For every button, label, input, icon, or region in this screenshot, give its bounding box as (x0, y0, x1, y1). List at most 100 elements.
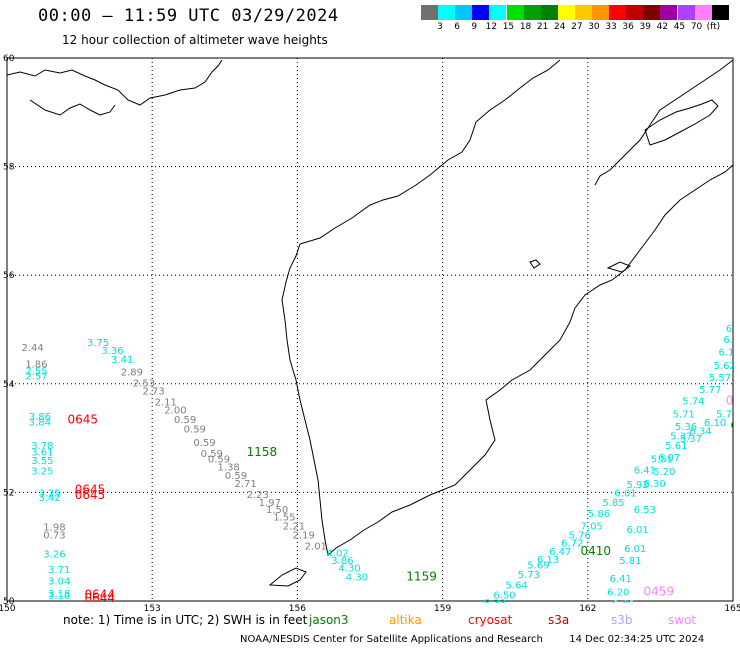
swh-value-cyan: 3.36 (101, 346, 123, 357)
swh-value-cyan: 5.73 (518, 570, 540, 581)
swh-value-cyan: 5.36 (675, 422, 697, 433)
swh-value-cyan: 6.41 (610, 574, 632, 585)
swh-value-cyan: 5.74 (682, 396, 704, 407)
swh-value-grey: 1.97 (259, 498, 281, 509)
pass-time-green: 1158 (247, 445, 278, 459)
footer-credit: NOAA/NESDIS Center for Satellite Applica… (240, 634, 543, 645)
small-island-2 (606, 261, 632, 273)
swh-value-cyan: 3.18 (48, 589, 70, 600)
legend-swatch (438, 5, 456, 20)
legend-swatch (626, 5, 644, 20)
swh-value-grey: 0.59 (201, 449, 223, 460)
pass-time-red: 0644 (84, 587, 115, 601)
swh-value-cyan: 3.26 (43, 550, 65, 561)
satellite-jason3: jason3 (309, 613, 349, 627)
map-frame (6, 57, 734, 602)
swh-value-cyan: 5.76 (568, 531, 590, 542)
lat-tick-label: 54 (3, 380, 15, 390)
swh-value-cyan: 3.84 (29, 418, 51, 429)
swh-value-cyan: 6.5 (726, 324, 740, 335)
graticule (7, 58, 733, 601)
legend-unit: (ft) (706, 22, 721, 32)
legend-label: 21 (536, 22, 549, 32)
legend-swatch (489, 5, 507, 20)
legend-label: 70 (690, 22, 703, 32)
lon-tick-label: 159 (434, 604, 451, 614)
swh-value-cyan: 5.69 (527, 560, 549, 571)
swh-value-grey: 2.11 (155, 398, 177, 409)
coastline (6, 59, 734, 587)
swh-value-grey: 2.00 (164, 406, 186, 417)
lon-tick-label: 165 (724, 604, 740, 614)
swh-value-grey: 2.01 (305, 541, 327, 552)
legend-swatch (677, 5, 695, 20)
lat-tick-label: 56 (3, 271, 15, 281)
swh-value-cyan: 5.33 (484, 598, 506, 609)
swh-value-grey: 0.59 (184, 425, 206, 436)
longitude-labels: 150 153 156 159 162 165 (0, 604, 740, 614)
swh-value-cyan: 6.01 (624, 544, 646, 555)
swh-value-cyan: 5.57 (709, 373, 731, 384)
footer-timestamp: 14 Dec 02:34:25 UTC 2024 (569, 634, 705, 645)
kuril-island (268, 567, 307, 587)
altimeter-values: 2.441.862.892.532.732.112.000.590.590.59… (22, 324, 740, 618)
swh-value-grey: 2.21 (283, 521, 305, 532)
lat-tick-label: 50 (3, 597, 15, 607)
swh-value-grey: 2.89 (121, 368, 143, 379)
kamchatka-coast (281, 59, 734, 556)
satellite-swot: swot (668, 613, 697, 627)
swh-value-cyan: 5.81 (619, 556, 641, 567)
legend-swatch (592, 5, 609, 20)
okhotsk-inlet (29, 99, 116, 116)
swh-value-grey: 2.71 (234, 479, 256, 490)
swh-value-cyan: 6.30 (643, 479, 665, 490)
legend-swatch (694, 5, 712, 20)
pass-time-green: 0409 (513, 604, 544, 618)
swh-value-cyan: 5.86 (588, 509, 610, 520)
swh-value-cyan: 3.61 (31, 447, 53, 458)
swh-value-grey: 0.59 (174, 415, 196, 426)
legend-swatch (711, 5, 729, 20)
legend-swatch (643, 5, 661, 20)
legend-swatch (574, 5, 592, 20)
pass-time-green: Q4 (731, 418, 740, 432)
swh-value-cyan: 3.86 (29, 412, 51, 423)
swh-value-cyan: 6.53 (634, 505, 656, 516)
lat-tick-label: 58 (3, 163, 15, 173)
legend-label: 12 (485, 22, 498, 32)
swh-value-cyan: 6.5 (723, 335, 739, 346)
swh-value-cyan: 5.37 (680, 434, 702, 445)
pass-time-green: 1159 (406, 569, 437, 583)
swh-value-cyan: 3.41 (111, 355, 133, 366)
pass-time-red: 0645 (75, 488, 106, 502)
swh-value-cyan: 2.57 (25, 371, 47, 382)
satellite-s3b: s3b (611, 613, 633, 627)
legend-label: 39 (639, 22, 651, 32)
latitude-labels: 60 58 56 54 52 50 (3, 54, 15, 607)
legend-swatch (421, 5, 438, 20)
swh-value-cyan: 5.85 (602, 498, 624, 509)
swh-value-cyan: 2.55 (25, 367, 47, 378)
swh-value-cyan: 6.07 (658, 453, 680, 464)
swh-value-cyan: 6.10 (704, 418, 726, 429)
swh-value-cyan: 6.01 (627, 525, 649, 536)
swh-value-cyan: 3.10 (48, 591, 70, 602)
pass-time-pink: 0459 (643, 585, 674, 599)
lat-tick-label: 52 (3, 488, 14, 498)
swh-value-cyan: 6.72 (561, 539, 583, 550)
satellite-s3a: s3a (548, 613, 570, 627)
swh-value-grey: 0.59 (225, 471, 247, 482)
swh-value-cyan: 3.25 (38, 489, 60, 500)
legend-label: 27 (571, 22, 583, 32)
legend-swatch (472, 5, 490, 20)
swh-value-cyan: 3.78 (31, 441, 53, 452)
legend-swatch (506, 5, 524, 20)
swh-value-cyan: 5.77 (699, 385, 721, 396)
swh-value-cyan: 5.51 (651, 455, 673, 466)
okhotsk-north-coast (6, 59, 223, 106)
swh-value-cyan: 7.05 (581, 521, 603, 532)
swh-value-grey: 2.19 (293, 531, 315, 542)
swh-value-grey: 0.59 (208, 455, 230, 466)
swh-value-grey: 2.73 (143, 387, 165, 398)
swh-value-cyan: 5.64 (506, 581, 528, 592)
